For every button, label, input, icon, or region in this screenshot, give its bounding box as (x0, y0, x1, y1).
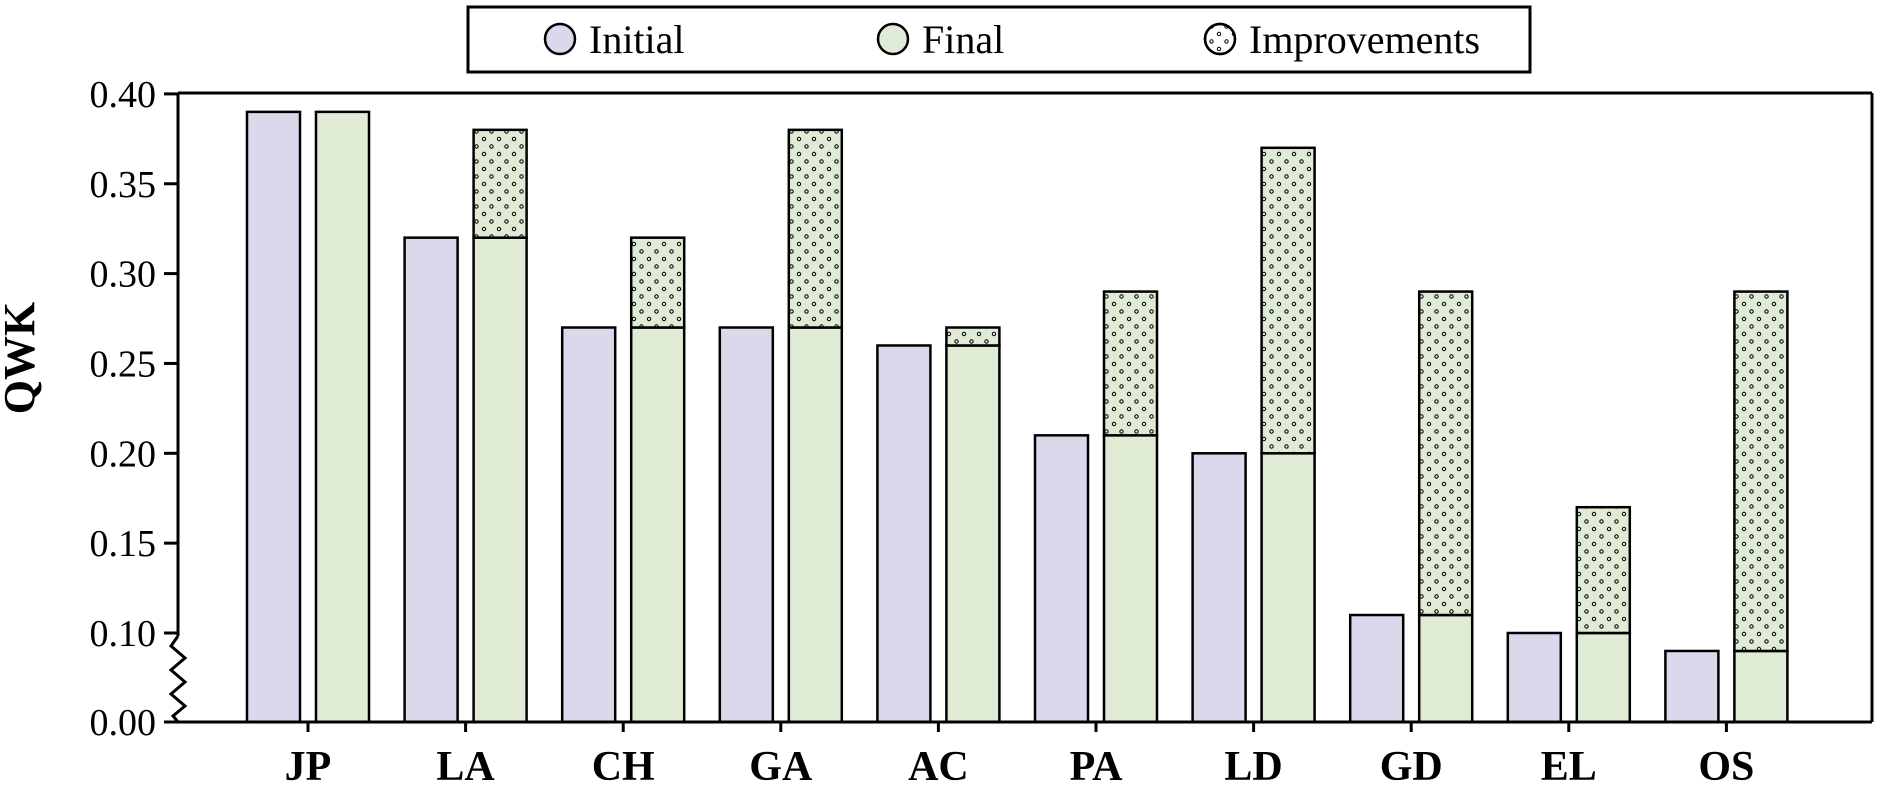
x-label-pa: PA (1070, 744, 1124, 790)
bar-improvement-gd (1417, 290, 1474, 617)
y-tick-label-0.40: 0.40 (90, 74, 157, 116)
x-label-ga: GA (749, 744, 813, 790)
legend-label-final: Final (922, 17, 1004, 62)
bar-improvement-ld (1260, 146, 1316, 455)
y-tick-label-0.00: 0.00 (90, 702, 157, 744)
bar-improvement-pa (1102, 290, 1159, 437)
bar-improvement-el (1575, 505, 1632, 635)
bar-initial-ac (876, 344, 932, 724)
x-label-ld: LD (1224, 744, 1282, 790)
x-label-jp: JP (285, 744, 332, 790)
bar-final-ld (1260, 452, 1316, 724)
bar-initial-gd (1348, 613, 1405, 724)
bar-improvement-ac (945, 326, 1001, 347)
legend-marker-final-icon (876, 22, 910, 56)
legend-marker-initial-icon (543, 22, 577, 56)
x-label-gd: GD (1380, 744, 1443, 790)
bar-initial-el (1506, 631, 1563, 724)
legend-box (466, 5, 1532, 74)
legend-item-initial: Initial (543, 17, 685, 62)
bar-improvement-os (1733, 290, 1789, 653)
bar-improvement-la (472, 128, 528, 239)
bar-initial-jp (245, 110, 302, 724)
bar-initial-pa (1033, 434, 1090, 724)
legend-item-improvements: Improvements (1203, 17, 1480, 62)
legend-marker-hatch-overlay-icon (1203, 22, 1237, 56)
bar-improvement-ga (787, 128, 844, 329)
y-tick-label-0.20: 0.20 (90, 433, 157, 475)
x-label-os: OS (1698, 744, 1754, 790)
legend-item-final: Final (876, 17, 1004, 62)
bar-final-ac (945, 344, 1001, 724)
bar-initial-ch (560, 326, 617, 724)
bar-final-la (472, 236, 528, 724)
y-tick-label-0.25: 0.25 (90, 343, 157, 385)
bar-final-os (1733, 649, 1789, 724)
y-tick-label-0.35: 0.35 (90, 164, 157, 206)
bar-improvement-ch (629, 236, 686, 329)
legend-label-initial: Initial (589, 17, 685, 62)
bar-final-ch (629, 326, 686, 724)
legend-label-improvements: Improvements (1249, 17, 1480, 62)
y-axis-break-zigzag (168, 635, 188, 723)
x-label-la: LA (436, 744, 495, 790)
bar-initial-ld (1191, 452, 1247, 724)
y-tick-label-0.15: 0.15 (90, 523, 157, 565)
bar-initial-la (403, 236, 459, 724)
bar-final-jp (314, 110, 371, 724)
bar-final-el (1575, 631, 1632, 724)
bar-final-pa (1102, 434, 1159, 724)
bar-initial-ga (718, 326, 775, 724)
x-label-ac: AC (908, 744, 969, 790)
legend: Initial Final Improvements (466, 5, 1532, 74)
x-label-ch: CH (592, 744, 655, 790)
bar-initial-os (1664, 649, 1720, 724)
x-label-el: EL (1541, 744, 1597, 790)
y-tick-label-0.10: 0.10 (90, 613, 157, 655)
y-tick-label-0.30: 0.30 (90, 254, 157, 296)
bar-final-ga (787, 326, 844, 724)
y-axis-title: QWK (0, 302, 44, 414)
bar-final-gd (1417, 613, 1474, 724)
